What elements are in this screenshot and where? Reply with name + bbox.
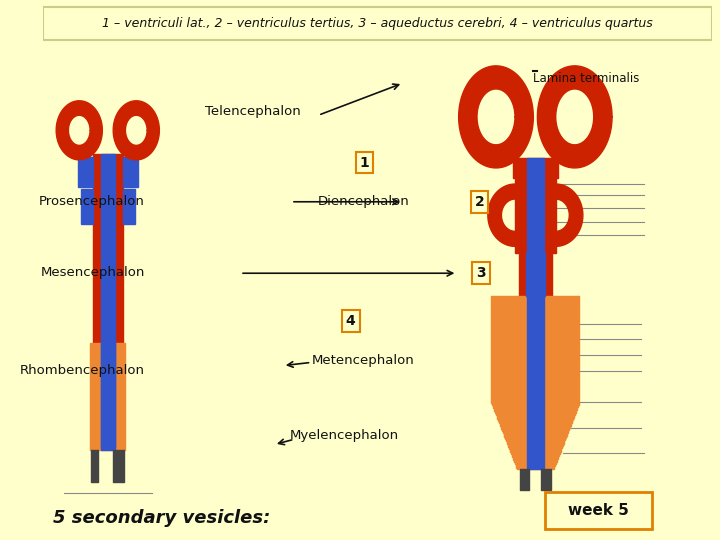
Polygon shape [122,157,138,187]
Text: Metencephalon: Metencephalon [311,354,414,367]
Text: Rhombencephalon: Rhombencephalon [20,364,145,377]
Polygon shape [488,184,515,246]
Polygon shape [459,66,534,168]
Text: Myelencephalon: Myelencephalon [289,429,399,442]
Polygon shape [556,184,583,246]
Text: Telencephalon: Telencephalon [205,105,301,118]
Polygon shape [537,66,612,168]
Text: 1: 1 [359,156,369,170]
Text: 2: 2 [474,195,485,209]
Polygon shape [122,190,135,224]
Polygon shape [56,101,102,160]
Text: Prosencephalon: Prosencephalon [39,195,145,208]
Text: Lamina terminalis: Lamina terminalis [534,72,639,85]
Text: Mesencephalon: Mesencephalon [41,266,145,279]
Polygon shape [81,190,93,224]
Polygon shape [113,101,159,160]
Text: 5 secondary vesicles:: 5 secondary vesicles: [53,509,271,527]
Text: 3: 3 [476,266,486,280]
Polygon shape [78,157,93,187]
Text: Diencephalon: Diencephalon [318,195,410,208]
Text: 4: 4 [346,314,356,328]
